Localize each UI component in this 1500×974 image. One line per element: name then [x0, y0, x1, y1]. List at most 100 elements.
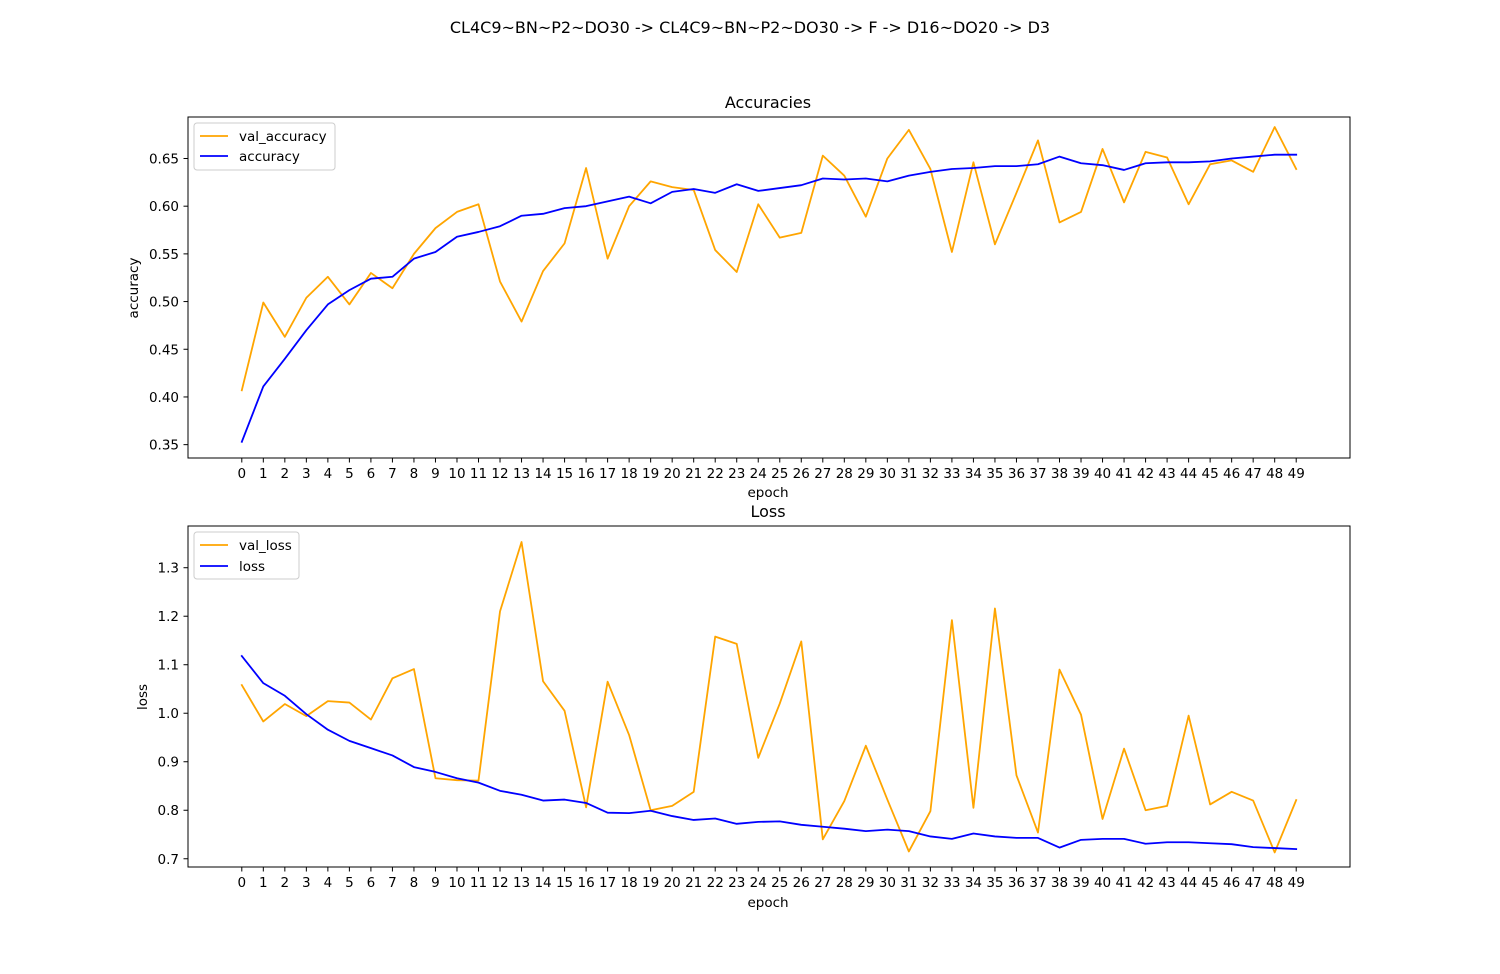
loss-x-tick-label: 37	[1029, 875, 1046, 891]
accuracies-x-tick-label: 10	[448, 466, 465, 482]
accuracies-x-tick-label: 42	[1137, 466, 1154, 482]
loss-x-tick-label: 35	[986, 875, 1003, 891]
loss-x-tick-label: 19	[642, 875, 659, 891]
loss-x-tick-label: 34	[965, 875, 982, 891]
accuracies-y-label: accuracy	[126, 258, 142, 319]
accuracies-series-val-accuracy-line	[240, 126, 1298, 392]
loss-x-tick-label: 10	[448, 875, 465, 891]
loss-legend-box	[193, 531, 300, 580]
accuracies-y-tick-label: 0.40	[149, 390, 179, 406]
accuracies-x-tick-label: 44	[1180, 466, 1197, 482]
loss-x-tick-label: 12	[491, 875, 508, 891]
accuracies-x-tick-label: 47	[1245, 466, 1262, 482]
loss-title: Loss	[750, 502, 785, 521]
accuracies-x-tick-label: 14	[534, 466, 551, 482]
loss-lines	[240, 541, 1298, 854]
accuracies-x-ticks: 0 1 2 3 4 5 6 7 8 9 10 11 12 13 14 15 16 17 18 19 20 21 22 23 24…	[237, 458, 1305, 482]
accuracies-x-tick-label: 30	[879, 466, 896, 482]
loss-x-tick-label: 4	[324, 875, 333, 891]
loss-x-tick-label: 1	[259, 875, 268, 891]
loss-x-tick-label: 44	[1180, 875, 1197, 891]
loss-legend-label-val-loss: val_loss	[239, 538, 292, 554]
accuracies-x-tick-label: 40	[1094, 466, 1111, 482]
accuracies-legend-label-val-accuracy: val_accuracy	[239, 129, 327, 145]
loss-x-tick-label: 11	[470, 875, 487, 891]
accuracies-x-tick-label: 26	[793, 466, 810, 482]
accuracies-x-tick-label: 45	[1202, 466, 1219, 482]
accuracies-x-tick-label: 33	[943, 466, 960, 482]
accuracies-x-tick-label: 19	[642, 466, 659, 482]
loss-x-tick-label: 33	[943, 875, 960, 891]
loss-series-loss-line	[240, 654, 1298, 850]
loss-y-tick-label: 0.9	[158, 755, 179, 771]
accuracies-x-tick-label: 43	[1158, 466, 1175, 482]
accuracies-title: Accuracies	[725, 93, 811, 112]
loss-y-tick-label: 0.7	[158, 852, 179, 868]
loss-x-tick-label: 36	[1008, 875, 1025, 891]
accuracies-x-tick-label: 36	[1008, 466, 1025, 482]
loss-x-tick-label: 31	[900, 875, 917, 891]
loss-x-label: epoch	[747, 895, 788, 911]
loss-x-tick-label: 41	[1115, 875, 1132, 891]
accuracies-y-tick-label: 0.35	[149, 438, 179, 454]
loss-x-tick-label: 3	[302, 875, 311, 891]
loss-y-tick-label: 1.0	[158, 706, 179, 722]
loss-y-label: loss	[135, 684, 151, 710]
accuracies-x-tick-label: 28	[836, 466, 853, 482]
loss-x-tick-label: 20	[664, 875, 681, 891]
loss-plot: Loss 0 1 2 3 4 5 6 7 8 9 10 11 12 13 14 15 16 17 18 19 20 21 2…	[135, 502, 1351, 911]
loss-x-tick-label: 39	[1072, 875, 1089, 891]
accuracies-x-tick-label: 3	[302, 466, 311, 482]
loss-x-tick-label: 47	[1245, 875, 1262, 891]
loss-x-tick-label: 40	[1094, 875, 1111, 891]
accuracies-x-tick-label: 18	[621, 466, 638, 482]
accuracies-x-tick-label: 15	[556, 466, 573, 482]
loss-x-tick-label: 26	[793, 875, 810, 891]
loss-x-tick-label: 9	[431, 875, 440, 891]
loss-x-tick-label: 23	[728, 875, 745, 891]
loss-x-tick-label: 24	[750, 875, 767, 891]
accuracies-x-tick-label: 39	[1072, 466, 1089, 482]
accuracies-plot-area	[188, 117, 1350, 458]
loss-x-tick-label: 46	[1223, 875, 1240, 891]
figure-suptitle: CL4C9~BN~P2~DO30 -> CL4C9~BN~P2~DO30 -> …	[450, 18, 1050, 37]
loss-y-tick-label: 1.2	[158, 609, 179, 625]
loss-x-ticks: 0 1 2 3 4 5 6 7 8 9 10 11 12 13 14 15 16 17 18 19 20 21 22 23 24…	[237, 867, 1305, 891]
accuracies-x-tick-label: 48	[1266, 466, 1283, 482]
accuracies-x-tick-label: 34	[965, 466, 982, 482]
accuracies-x-tick-label: 38	[1051, 466, 1068, 482]
accuracies-x-tick-label: 46	[1223, 466, 1240, 482]
accuracies-x-tick-label: 0	[237, 466, 246, 482]
accuracies-x-label: epoch	[747, 485, 788, 501]
loss-y-tick-label: 1.1	[158, 658, 179, 674]
accuracies-x-tick-label: 11	[470, 466, 487, 482]
loss-axes-frame	[187, 525, 1351, 868]
accuracies-x-tick-label: 4	[324, 466, 333, 482]
accuracies-x-tick-label: 5	[345, 466, 354, 482]
loss-x-tick-label: 22	[707, 875, 724, 891]
loss-x-tick-label: 38	[1051, 875, 1068, 891]
loss-y-tick-label: 1.3	[158, 561, 179, 577]
loss-x-tick-label: 45	[1202, 875, 1219, 891]
accuracies-x-tick-label: 6	[367, 466, 376, 482]
loss-x-tick-label: 49	[1288, 875, 1305, 891]
loss-x-tick-label: 6	[367, 875, 376, 891]
accuracies-y-tick-label: 0.65	[149, 151, 179, 167]
accuracies-x-tick-label: 25	[771, 466, 788, 482]
accuracies-legend: val_accuracy accuracy	[193, 122, 336, 171]
accuracies-x-tick-label: 29	[857, 466, 874, 482]
loss-legend-label-loss: loss	[239, 559, 265, 575]
loss-x-tick-label: 15	[556, 875, 573, 891]
accuracies-x-tick-label: 37	[1029, 466, 1046, 482]
loss-x-tick-label: 2	[281, 875, 290, 891]
accuracies-x-tick-label: 21	[685, 466, 702, 482]
accuracies-x-tick-label: 27	[814, 466, 831, 482]
loss-x-tick-label: 30	[879, 875, 896, 891]
loss-x-tick-label: 0	[237, 875, 246, 891]
accuracies-x-tick-label: 35	[986, 466, 1003, 482]
loss-x-tick-label: 21	[685, 875, 702, 891]
loss-x-tick-label: 17	[599, 875, 616, 891]
accuracies-y-tick-label: 0.45	[149, 342, 179, 358]
accuracies-y-ticks: 0.35 0.40 0.45 0.50 0.55 0.60 0.65	[149, 151, 188, 454]
